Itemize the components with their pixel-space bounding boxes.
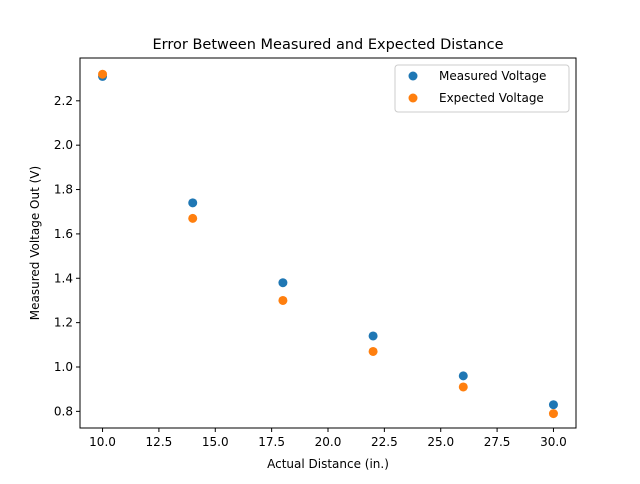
expected-voltage-point bbox=[98, 69, 108, 79]
x-axis-label: Actual Distance (in.) bbox=[267, 457, 389, 471]
measured-voltage-point bbox=[278, 278, 288, 288]
measured-voltage-point bbox=[458, 371, 468, 381]
x-axis-ticks: 10.0 12.5 15.0 17.5 20.0 22.5 25.0 27.5 30.0 bbox=[89, 428, 567, 449]
measured-voltage-point bbox=[368, 331, 378, 341]
x-tick-label: 20.0 bbox=[315, 435, 342, 449]
x-tick-label: 30.0 bbox=[540, 435, 567, 449]
data-points bbox=[98, 69, 558, 419]
y-tick-label: 1.0 bbox=[54, 360, 73, 374]
legend-box bbox=[394, 64, 570, 113]
legend-marker-measured bbox=[408, 71, 418, 81]
legend-label-expected: Expected Voltage bbox=[439, 91, 544, 105]
y-tick-label: 1.8 bbox=[54, 183, 73, 197]
plot-frame bbox=[79, 57, 577, 429]
y-axis-ticks: 0.8 1.0 1.2 1.4 1.6 1.8 2.0 2.2 bbox=[54, 94, 80, 418]
y-tick-label: 2.2 bbox=[54, 94, 73, 108]
y-tick-label: 2.0 bbox=[54, 138, 73, 152]
legend-label-measured: Measured Voltage bbox=[439, 69, 546, 83]
y-tick-label: 1.6 bbox=[54, 227, 73, 241]
plot-area: 10.0 12.5 15.0 17.5 20.0 22.5 25.0 27.5 30.0 0.8… bbox=[54, 57, 577, 449]
x-tick-label: 10.0 bbox=[89, 435, 116, 449]
x-tick-label: 15.0 bbox=[202, 435, 229, 449]
measured-voltage-point bbox=[188, 198, 198, 208]
legend-marker-expected bbox=[408, 93, 418, 103]
x-tick-label: 17.5 bbox=[258, 435, 285, 449]
x-tick-label: 22.5 bbox=[371, 435, 398, 449]
expected-voltage-point bbox=[188, 213, 198, 223]
y-tick-label: 1.2 bbox=[54, 316, 73, 330]
y-axis-label: Measured Voltage Out (V) bbox=[28, 166, 42, 320]
expected-voltage-point bbox=[548, 409, 558, 419]
measured-voltage-point bbox=[548, 400, 558, 410]
expected-voltage-point bbox=[368, 346, 378, 356]
y-tick-label: 0.8 bbox=[54, 404, 73, 418]
y-tick-label: 1.4 bbox=[54, 271, 73, 285]
x-tick-label: 27.5 bbox=[484, 435, 511, 449]
expected-voltage-point bbox=[458, 382, 468, 392]
chart-title: Error Between Measured and Expected Dist… bbox=[153, 37, 504, 53]
x-tick-label: 25.0 bbox=[427, 435, 454, 449]
x-tick-label: 12.5 bbox=[146, 435, 173, 449]
expected-voltage-point bbox=[278, 295, 288, 305]
legend: Measured Voltage Expected Voltage bbox=[394, 64, 570, 113]
